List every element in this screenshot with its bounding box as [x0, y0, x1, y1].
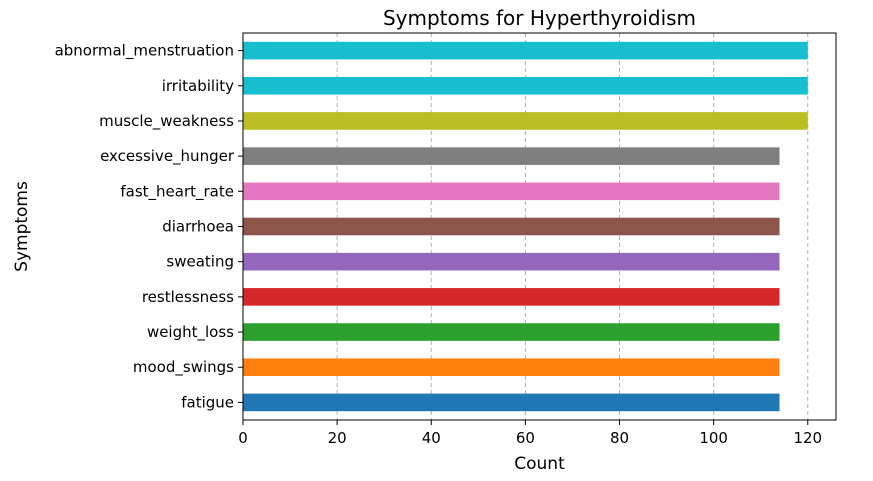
y-tick-label: fast_heart_rate	[120, 182, 234, 201]
bar-restlessness	[243, 288, 780, 306]
y-axis-ticks: fatigue mood_swings weight_loss restlessnes…	[55, 42, 243, 411]
bar-excessive-hunger	[243, 147, 780, 165]
bar-irritability	[243, 76, 808, 95]
y-tick-label: restlessness	[142, 288, 234, 306]
x-tick-label: 80	[610, 429, 629, 447]
bar-weight-loss	[243, 323, 780, 341]
bar-mood-swings	[243, 358, 780, 377]
y-tick-label: irritability	[162, 77, 234, 95]
bar-diarrhoea	[243, 217, 780, 236]
x-tick-label: 0	[238, 429, 248, 447]
y-axis-title: Symptoms	[12, 181, 32, 272]
y-tick-label: weight_loss	[147, 323, 234, 342]
x-tick-label: 20	[328, 429, 347, 447]
y-tick-label: muscle_weakness	[99, 112, 234, 131]
plot-area: 0 20 40 60 80 100 120 fatigue mood_swings weight…	[55, 32, 837, 447]
x-tick-label: 60	[516, 429, 535, 447]
bar-fatigue	[243, 393, 780, 412]
bar-muscle-weakness	[243, 112, 808, 130]
y-tick-label: abnormal_menstruation	[55, 42, 234, 61]
y-tick-label: sweating	[166, 253, 234, 271]
bar-sweating	[243, 252, 780, 271]
x-tick-label: 40	[422, 429, 441, 447]
chart-title: Symptoms for Hyperthyroidism	[383, 6, 696, 30]
bar-abnormal-menstruation	[243, 41, 808, 60]
y-tick-label: diarrhoea	[162, 218, 234, 236]
bars	[243, 41, 808, 412]
y-tick-label: excessive_hunger	[100, 147, 235, 166]
y-tick-label: fatigue	[181, 393, 234, 411]
x-tick-label: 100	[699, 429, 728, 447]
bar-fast-heart-rate	[243, 182, 780, 201]
grid-lines	[242, 33, 809, 420]
x-tick-label: 120	[793, 429, 822, 447]
x-axis-title: Count	[514, 454, 565, 474]
y-tick-label: mood_swings	[133, 358, 234, 377]
x-axis-ticks: 0 20 40 60 80 100 120	[238, 420, 822, 447]
